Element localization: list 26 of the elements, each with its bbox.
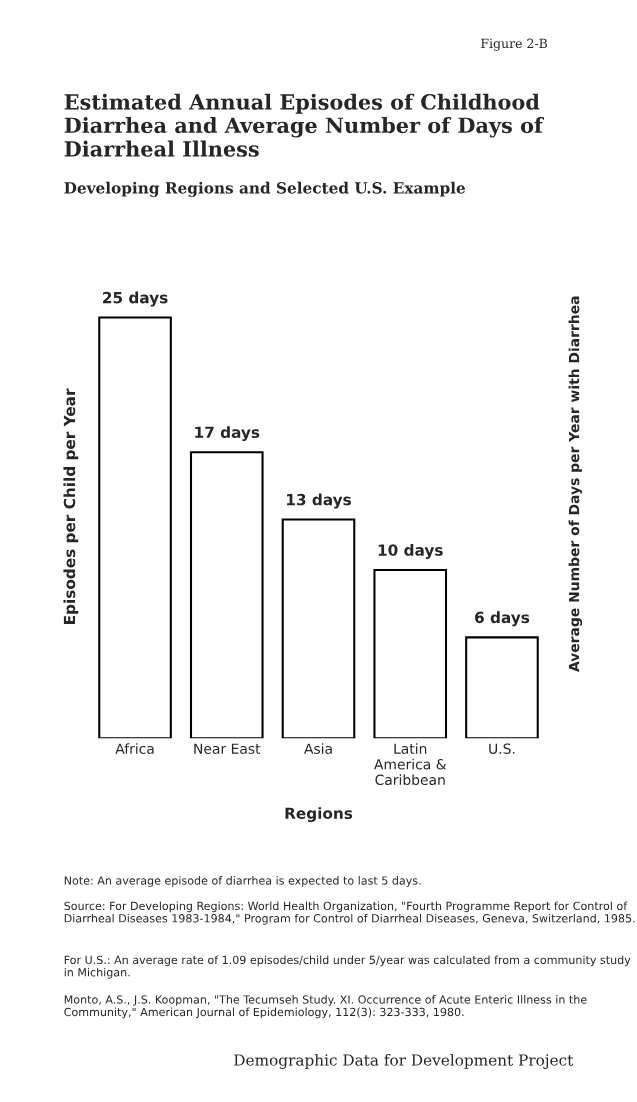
bar [373, 568, 448, 739]
text: Monto, A.S., J.S. Koopman, "The Tecumseh Study. XI. Occurrence of Acute Enteric Illness in the Community," American Journal of Epidemiology, 112(3): 323-333, 1980. [64, 995, 587, 1019]
bar [465, 636, 539, 739]
x-tick-label: Near East [194, 743, 261, 754]
bar [281, 518, 356, 739]
y-axis-title: Episodes per Child per Year [63, 388, 79, 624]
x-tick-label: Latin America & Caribbean [374, 743, 447, 786]
chart-title: Estimated Annual Episodes of Childhood Diarrhea and Average Number of Days of Diarrheal Illness [64, 93, 545, 157]
chart-subtitle: Developing Regions and Selected U.S. Example [64, 181, 466, 197]
x-tick-label: Asia [304, 743, 332, 754]
caption: Figure 2-B [481, 38, 548, 51]
data-label: 10 days [378, 544, 443, 559]
bar [189, 451, 264, 739]
text: Note: An average episode of diarrhea is expected to last 5 days. [64, 876, 421, 887]
text: Demographic Data for Development Project [234, 1053, 574, 1069]
x-tick-label: Africa [115, 743, 154, 754]
y2-axis-title: Average Number of Days per Year with Diarrhea [568, 296, 583, 672]
source-note: Source: For Developing Regions: World Health Organization, "Fourth Programme Report for Control of Diarrheal Diseases 1983-1984," Program for Control of Diarrheal Diseases, Geneva, Switzerland, 1985. [64, 901, 635, 925]
text: For U.S.: An average rate of 1.09 episodes/child under 5/year was calculated from a community study in Michigan. [64, 955, 631, 979]
x-tick-label: U.S. [489, 743, 515, 754]
bar [98, 316, 172, 739]
data-label: 6 days [475, 611, 530, 627]
data-label: 17 days [195, 426, 260, 442]
data-label: 25 days [103, 291, 168, 307]
x-axis-title: Regions [285, 807, 353, 823]
data-label: 13 days [287, 493, 351, 509]
